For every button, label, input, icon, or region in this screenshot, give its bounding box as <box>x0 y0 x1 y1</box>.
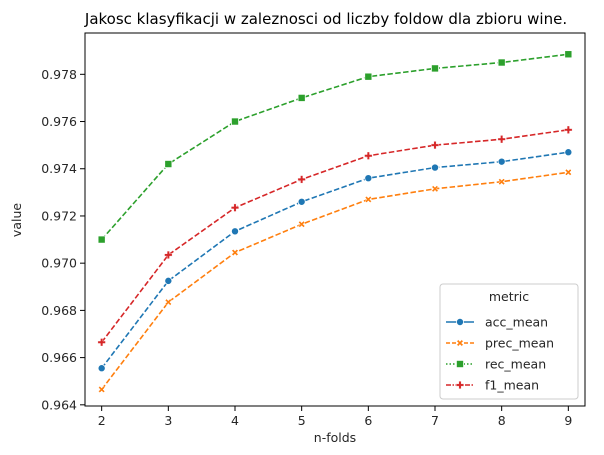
data-point <box>364 151 373 160</box>
legend-label: acc_mean <box>485 315 548 330</box>
x-tick-label: 4 <box>231 413 239 428</box>
y-tick-label: 0.974 <box>41 161 77 176</box>
plot-area <box>97 50 573 394</box>
series-acc_mean <box>97 148 573 373</box>
data-point <box>230 117 239 126</box>
y-tick-label: 0.972 <box>41 208 77 223</box>
data-point <box>364 174 373 183</box>
data-point <box>497 157 506 166</box>
data-point <box>98 385 106 394</box>
y-tick-label: 0.978 <box>41 67 77 82</box>
legend-marker <box>456 339 464 347</box>
data-point <box>297 197 306 206</box>
series-prec_mean <box>98 168 572 394</box>
x-tick-label: 2 <box>98 413 106 428</box>
x-tick-label: 8 <box>498 413 506 428</box>
data-point <box>564 125 573 134</box>
data-point <box>497 135 506 144</box>
data-point <box>430 163 439 172</box>
legend-label: prec_mean <box>485 336 554 351</box>
data-point <box>164 250 173 259</box>
y-tick-label: 0.968 <box>41 303 77 318</box>
y-tick-label: 0.970 <box>41 256 77 271</box>
data-point <box>430 64 439 73</box>
x-axis: 2 3 4 5 6 7 8 9 <box>98 406 572 428</box>
data-point <box>364 72 373 81</box>
series-line <box>101 128 569 343</box>
y-axis: 0.964 0.966 0.968 0.970 0.972 0.974 0.976 0.978 <box>41 67 85 412</box>
legend-marker <box>455 359 464 368</box>
data-point <box>364 195 372 203</box>
data-point <box>564 50 573 59</box>
data-point <box>231 203 239 212</box>
legend-label: f1_mean <box>485 378 539 393</box>
series-rec_mean <box>97 50 573 244</box>
data-point <box>164 160 173 169</box>
data-point <box>164 298 172 306</box>
series-line <box>101 171 569 390</box>
legend-item-f1_mean: f1_mean <box>446 378 539 393</box>
data-point <box>498 178 506 186</box>
data-point <box>231 248 239 257</box>
legend-marker <box>456 381 464 389</box>
data-point <box>97 364 106 373</box>
x-tick-label: 7 <box>431 413 439 428</box>
legend-item-acc_mean: acc_mean <box>446 315 548 330</box>
legend-item-rec_mean: rec_mean <box>446 357 546 372</box>
series-line <box>101 53 569 241</box>
y-tick-label: 0.964 <box>41 397 77 412</box>
legend-box <box>439 283 579 400</box>
y-tick-label: 0.966 <box>41 350 77 365</box>
data-point <box>97 338 106 347</box>
data-point <box>564 148 573 157</box>
x-axis-label: n-folds <box>314 430 356 445</box>
y-tick-label: 0.976 <box>41 114 77 129</box>
data-point <box>564 168 572 176</box>
series-line <box>101 151 569 369</box>
data-point <box>297 93 306 102</box>
legend-title: metric <box>489 289 529 304</box>
data-point <box>297 175 306 184</box>
y-axis-label: value <box>9 203 24 237</box>
series-f1_mean <box>97 125 573 347</box>
legend-item-prec_mean: prec_mean <box>446 336 554 351</box>
plot-frame <box>84 32 586 407</box>
data-point <box>230 227 239 236</box>
x-tick-label: 5 <box>298 413 306 428</box>
data-point <box>431 185 439 193</box>
x-tick-label: 6 <box>364 413 372 428</box>
data-point <box>164 276 173 285</box>
x-tick-label: 3 <box>164 413 172 428</box>
data-point <box>497 58 506 67</box>
data-point <box>431 141 439 150</box>
legend-label: rec_mean <box>485 357 546 372</box>
legend: metric acc_mean prec_mean rec_mean f1_mean <box>439 283 579 400</box>
x-tick-label: 9 <box>564 413 572 428</box>
legend-marker <box>455 317 464 326</box>
data-point <box>298 220 306 228</box>
data-point <box>97 235 106 244</box>
chart-title: Jakosc klasyfikacji w zaleznosci od licz… <box>84 10 567 28</box>
